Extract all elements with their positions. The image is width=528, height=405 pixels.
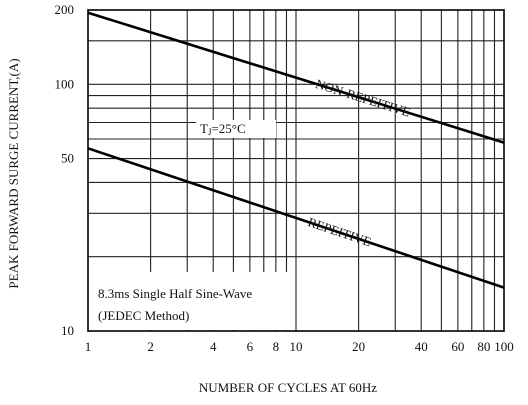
x-axis-label: NUMBER OF CYCLES AT 60Hz [199, 380, 377, 395]
y-axis-label: PEAK FORWARD SURGE CURRENT,(A) [6, 58, 21, 288]
tj-label-box [196, 120, 276, 138]
series-line-0 [87, 11, 505, 144]
y-tick-label: 100 [55, 76, 75, 91]
series-label-repetitive: REPEITIVE [306, 214, 373, 249]
x-tick-label: 80 [477, 339, 490, 354]
x-tick-label: 1 [85, 339, 92, 354]
x-tick-label: 40 [415, 339, 428, 354]
y-tick-label: 200 [55, 2, 75, 17]
tj-sub: J [208, 127, 212, 137]
x-tick-label: 20 [352, 339, 365, 354]
series-line-1 [87, 147, 505, 289]
test-condition-line-2: (JEDEC Method) [98, 308, 189, 323]
tick-labels: 1 2 4 6 8 10 20 40 60 80 100 10 50 100 200 [55, 2, 514, 354]
x-tick-label: 4 [210, 339, 217, 354]
x-tick-label: 8 [273, 339, 280, 354]
x-tick-label: 2 [147, 339, 154, 354]
x-tick-label: 6 [247, 339, 254, 354]
test-condition-line-1: 8.3ms Single Half Sine-Wave [98, 286, 252, 301]
y-tick-label: 10 [61, 323, 74, 338]
junction-temperature-label: TJ=25°C [200, 121, 246, 137]
tj-rest: =25°C [211, 121, 245, 136]
series-label-non-repetitive: NON-REPEITIVE [314, 76, 412, 120]
annotation-backgrounds [89, 120, 295, 330]
x-tick-label: 100 [494, 339, 514, 354]
tj-main: T [200, 121, 208, 136]
y-tick-label: 50 [61, 151, 74, 166]
grid [88, 10, 504, 331]
plot-frame [87, 9, 505, 332]
series-lines [87, 11, 505, 289]
x-tick-label: 60 [451, 339, 464, 354]
test-condition-box [89, 272, 295, 330]
x-tick-label: 10 [290, 339, 303, 354]
